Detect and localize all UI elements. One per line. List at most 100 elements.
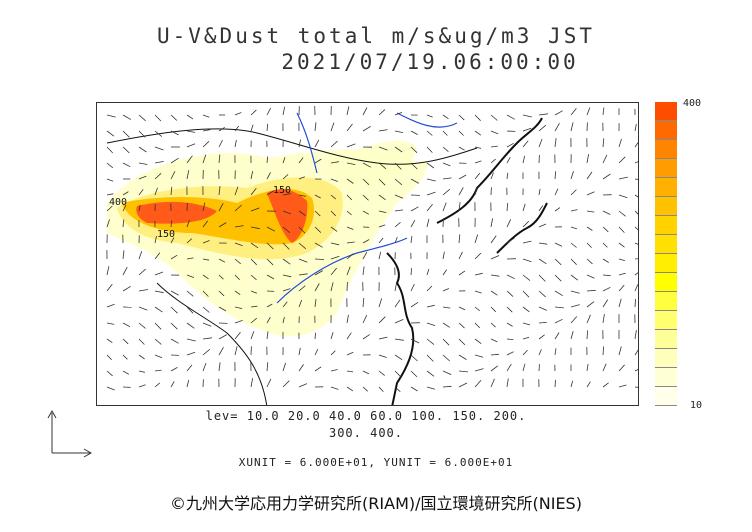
- wind-arrow: [330, 226, 338, 232]
- wind-arrow: [218, 334, 227, 340]
- wind-arrow: [442, 322, 451, 328]
- wind-arrow: [394, 386, 401, 392]
- wind-arrow: [282, 106, 286, 116]
- wind-arrow: [314, 270, 323, 276]
- wind-arrow: [218, 274, 224, 280]
- wind-arrow: [634, 210, 638, 215]
- wind-arrow: [490, 218, 493, 228]
- wind-arrow: [506, 202, 509, 212]
- wind-arrow: [522, 363, 526, 372]
- wind-arrow: [410, 178, 419, 184]
- wind-arrow: [266, 172, 271, 180]
- wind-arrow: [426, 354, 434, 362]
- wind-arrow: [490, 172, 494, 180]
- wind-arrow: [474, 146, 482, 149]
- wind-arrow: [234, 204, 242, 212]
- wind-arrow: [634, 330, 637, 340]
- wind-arrow: [490, 158, 496, 164]
- wind-arrow: [330, 178, 338, 182]
- wind-arrow: [282, 316, 285, 324]
- wind-arrow: [378, 298, 383, 308]
- wind-arrow: [298, 210, 306, 216]
- wind-arrow: [282, 362, 286, 372]
- wind-arrow: [442, 354, 450, 362]
- wind-arrow: [298, 273, 308, 276]
- wind-arrow: [474, 322, 481, 329]
- wind-arrow: [170, 290, 179, 296]
- wind-arrow: [298, 299, 303, 308]
- wind-arrow: [506, 219, 512, 228]
- wind-arrow: [570, 258, 577, 265]
- wind-arrow: [538, 138, 543, 148]
- wind-arrow: [282, 242, 290, 250]
- wind-arrow: [490, 130, 499, 135]
- wind-arrow: [426, 338, 435, 345]
- wind-arrow: [330, 140, 338, 148]
- wind-arrow: [298, 347, 301, 356]
- wind-arrow: [154, 252, 161, 260]
- wind-arrow: [186, 274, 195, 278]
- wind-arrow: [362, 370, 370, 375]
- wind-arrow: [266, 331, 269, 340]
- wind-arrow: [554, 138, 557, 148]
- wind-arrow: [186, 380, 190, 388]
- wind-arrow: [442, 202, 447, 212]
- wind-arrow: [586, 226, 593, 231]
- wind-arrow: [122, 146, 130, 154]
- wind-arrow: [554, 306, 564, 309]
- wind-arrow: [570, 330, 574, 340]
- wind-arrow: [602, 346, 604, 356]
- wind-arrow: [234, 290, 241, 296]
- wind-arrow: [618, 138, 622, 148]
- wind-arrow: [618, 226, 625, 233]
- wind-arrow: [218, 347, 224, 356]
- wind-arrow: [634, 284, 638, 292]
- color-legend: [655, 102, 677, 406]
- wind-arrow: [250, 258, 257, 266]
- wind-arrow: [186, 114, 194, 120]
- wind-arrow: [234, 332, 241, 340]
- wind-arrow: [122, 204, 127, 212]
- wind-arrow: [570, 290, 580, 294]
- wind-arrow: [538, 334, 545, 340]
- wind-arrow: [602, 274, 611, 277]
- wind-arrow: [602, 242, 608, 248]
- wind-arrow: [570, 209, 578, 212]
- wind-arrow: [538, 274, 546, 282]
- wind-arrow: [122, 219, 125, 228]
- wind-arrow: [282, 174, 289, 180]
- wind-arrow: [538, 322, 547, 324]
- wind-arrow: [394, 162, 402, 170]
- wind-arrow: [298, 176, 305, 180]
- legend-color-band: [655, 387, 677, 406]
- wind-arrow: [634, 272, 638, 276]
- wind-arrow: [250, 242, 259, 249]
- wind-arrow: [490, 338, 498, 343]
- wind-arrow: [202, 306, 210, 313]
- wind-vector-field: [106, 105, 638, 392]
- wind-arrow: [154, 354, 163, 359]
- legend-color-band: [655, 330, 677, 349]
- legend-color-band: [655, 197, 677, 216]
- wind-arrow: [250, 305, 258, 308]
- wind-arrow: [458, 202, 461, 212]
- wind-arrow: [314, 158, 322, 164]
- wind-arrow: [570, 170, 574, 180]
- wind-arrow: [234, 225, 244, 228]
- legend-color-band: [655, 140, 677, 159]
- wind-arrow: [394, 299, 401, 308]
- legend-color-band: [655, 102, 677, 121]
- wind-arrow: [586, 210, 595, 213]
- wind-arrow: [250, 207, 260, 212]
- wind-arrow: [410, 220, 416, 228]
- wind-arrow: [346, 241, 355, 244]
- wind-arrow: [250, 317, 257, 324]
- wind-arrow: [634, 142, 638, 148]
- wind-arrow: [458, 354, 467, 360]
- wind-arrow: [362, 239, 370, 244]
- wind-arrow: [138, 130, 146, 138]
- wind-arrow: [346, 332, 352, 340]
- wind-arrow: [138, 289, 148, 292]
- wind-arrow: [394, 319, 404, 324]
- wind-arrow: [138, 146, 147, 153]
